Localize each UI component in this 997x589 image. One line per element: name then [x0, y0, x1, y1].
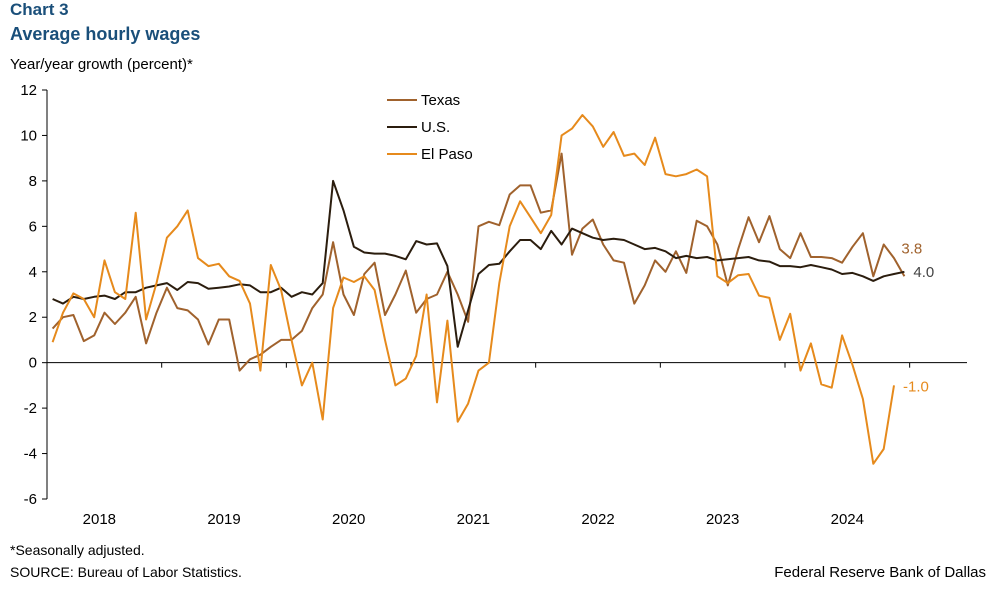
y-tick-label: 10 — [20, 127, 37, 144]
x-tick-label: 2020 — [332, 511, 365, 528]
series-line-el-paso — [51, 114, 895, 465]
legend-label: U.S. — [421, 119, 450, 136]
series-line-texas — [51, 152, 906, 372]
y-tick-label: -4 — [24, 446, 37, 463]
axes-layer: -6 -4 -2 0 2 4 6 8 10 12 2018 2019 2020 2021 2022 2023 2… — [20, 82, 967, 528]
y-tick-label: 8 — [29, 173, 37, 190]
x-tick-label: 2021 — [457, 511, 490, 528]
y-tick-label: 0 — [29, 355, 37, 372]
chart-title: Average hourly wages — [10, 24, 201, 44]
source-note: SOURCE: Bureau of Labor Statistics. — [10, 564, 242, 580]
end-value-label: 4.0 — [913, 264, 934, 281]
end-value-label: -1.0 — [903, 378, 929, 395]
x-tick-label: 2019 — [207, 511, 240, 528]
y-tick-label: -2 — [24, 400, 37, 417]
x-tick-label: 2018 — [83, 511, 116, 528]
y-tick-label: 4 — [29, 264, 37, 281]
y-tick-label: -6 — [24, 491, 37, 508]
end-value-label: 3.8 — [901, 240, 922, 257]
x-tick-label: 2024 — [831, 511, 864, 528]
legend: Texas U.S. El Paso — [387, 92, 473, 163]
series-line-u-s — [52, 179, 905, 348]
footnote: *Seasonally adjusted. — [10, 542, 145, 558]
legend-label: Texas — [421, 92, 460, 109]
y-axis-label: Year/year growth (percent)* — [10, 56, 193, 73]
series-layer — [51, 114, 906, 465]
x-tick-label: 2023 — [706, 511, 739, 528]
legend-label: El Paso — [421, 146, 473, 163]
chart-number: Chart 3 — [10, 0, 69, 19]
credit-note: Federal Reserve Bank of Dallas — [774, 564, 986, 581]
x-tick-label: 2022 — [581, 511, 614, 528]
y-tick-label: 12 — [20, 82, 37, 99]
y-tick-label: 2 — [29, 309, 37, 326]
y-tick-label: 6 — [29, 218, 37, 235]
end-labels: 3.8 4.0 -1.0 — [901, 240, 934, 395]
